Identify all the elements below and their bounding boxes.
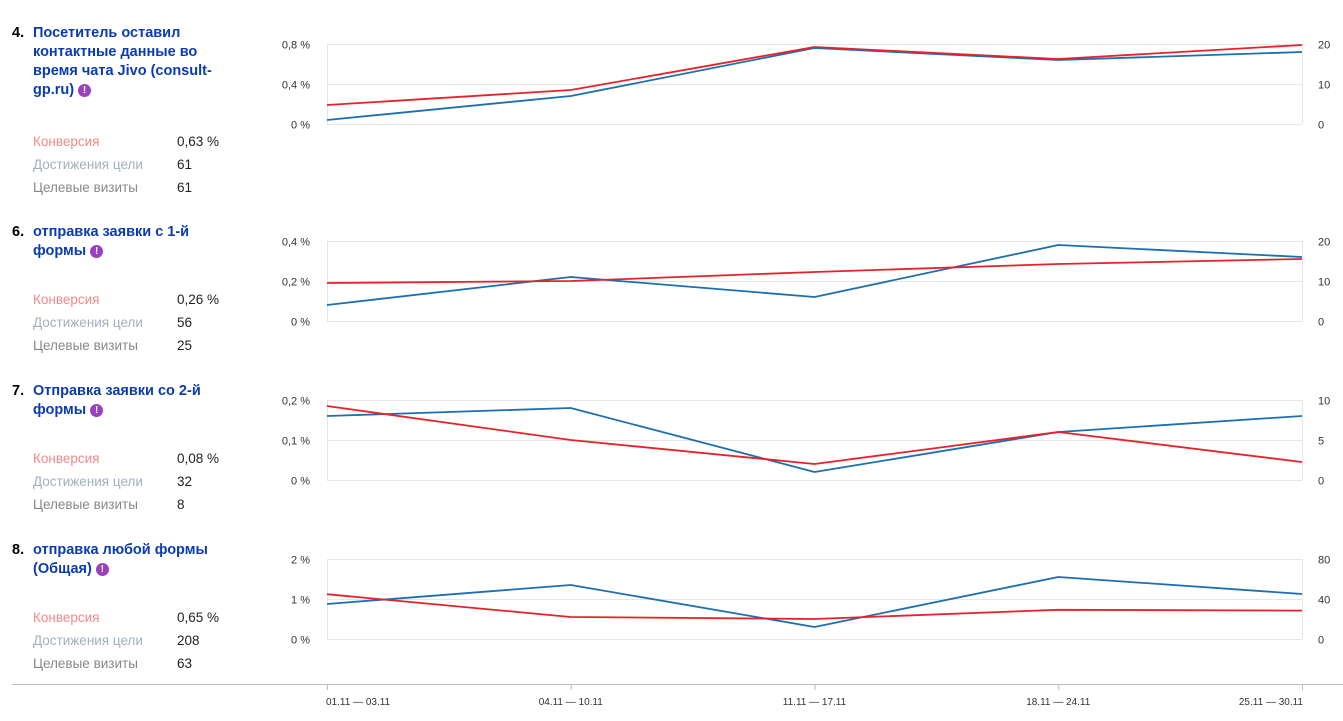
goal-title[interactable]: отправка любой формы (Общая)! — [33, 541, 228, 579]
goal-title-text[interactable]: Посетитель оставил контактные данные во … — [33, 25, 212, 98]
x-tick-label: 04.11 — 10.11 — [539, 697, 604, 708]
y-right-tick-label: 5 — [1318, 436, 1324, 448]
y-left-tick-label: 0 % — [291, 476, 310, 488]
metric-value: 0,65 % — [177, 610, 220, 625]
metric-label[interactable]: Целевые визиты — [33, 656, 138, 671]
y-right-tick-label: 20 — [1318, 237, 1330, 249]
exclamation-icon[interactable]: ! — [90, 404, 104, 417]
y-left-tick-label: 1 % — [291, 595, 310, 607]
x-tick-label: 11.11 — 17.11 — [783, 697, 847, 708]
metric-label[interactable]: Конверсия — [33, 610, 100, 625]
goal-title-text[interactable]: отправка заявки с 1-й формы — [33, 224, 190, 259]
y-left-tick-label: 2 % — [291, 555, 310, 567]
exclamation-icon[interactable]: ! — [95, 563, 109, 576]
metric-value: 0,63 % — [177, 134, 220, 149]
metric-value: 61 — [177, 157, 193, 172]
metric-label[interactable]: Конверсия — [33, 451, 100, 466]
metric-label[interactable]: Достижения цели — [33, 315, 143, 330]
metric-value: 63 — [177, 656, 193, 671]
metric-label[interactable]: Конверсия — [33, 292, 100, 307]
goal-title-text[interactable]: Отправка заявки со 2-й формы — [33, 383, 201, 418]
goal-chart: 0 % 0,1 % 0,2 % 0 5 10 — [282, 396, 1330, 488]
goal-number: 7. — [12, 383, 25, 399]
metric-value: 0,26 % — [177, 292, 220, 307]
y-left-tick-label: 0,8 % — [282, 40, 310, 52]
y-right-tick-label: 20 — [1318, 40, 1330, 52]
x-tick-label: 25.11 — 30.11 — [1239, 697, 1304, 708]
y-left-tick-label: 0,4 % — [282, 237, 310, 249]
conversion-series-line[interactable] — [326, 593, 1303, 620]
metric-value: 25 — [177, 338, 193, 353]
y-left-tick-label: 0,4 % — [282, 80, 310, 92]
x-axis: 01.11 — 03.11 04.11 — 10.11 11.11 — 17.11 1… — [12, 684, 1343, 708]
goal-title-text[interactable]: отправка любой формы (Общая) — [33, 542, 208, 577]
metric-label[interactable]: Целевые визиты — [33, 338, 138, 353]
x-tick-label: 18.11 — 24.11 — [1026, 697, 1091, 708]
goal-chart: 0 % 0,2 % 0,4 % 0 10 20 — [282, 237, 1330, 329]
metric-value: 8 — [177, 497, 185, 512]
y-right-tick-label: 10 — [1318, 80, 1330, 92]
y-right-tick-label: 80 — [1318, 555, 1330, 567]
metric-value: 208 — [177, 633, 200, 648]
goal-block: 6. отправка заявки с 1-й формы! Конверсия 0… — [0, 223, 1343, 383]
goal-title[interactable]: Посетитель оставил контактные данные во … — [33, 24, 228, 100]
conversion-series-line[interactable] — [326, 44, 1303, 106]
y-left-tick-label: 0 % — [291, 635, 310, 647]
y-right-tick-label: 0 — [1318, 317, 1324, 329]
metric-value: 32 — [177, 474, 193, 489]
metric-label[interactable]: Достижения цели — [33, 474, 143, 489]
y-left-tick-label: 0,2 % — [282, 277, 310, 289]
goal-block: 7. Отправка заявки со 2-й формы! Конверсия… — [0, 382, 1343, 542]
y-right-tick-label: 0 — [1318, 476, 1324, 488]
y-left-tick-label: 0,1 % — [282, 436, 310, 448]
x-tick-label: 01.11 — 03.11 — [326, 697, 391, 708]
y-right-tick-label: 40 — [1318, 595, 1330, 607]
y-right-tick-label: 0 — [1318, 120, 1324, 132]
goal-title[interactable]: Отправка заявки со 2-й формы! — [33, 382, 228, 420]
metric-label[interactable]: Конверсия — [33, 134, 100, 149]
metric-value: 0,08 % — [177, 451, 220, 466]
goal-number: 8. — [12, 542, 25, 558]
metric-label[interactable]: Достижения цели — [33, 633, 143, 648]
exclamation-icon[interactable]: ! — [78, 84, 92, 97]
metric-label[interactable]: Целевые визиты — [33, 180, 138, 195]
y-left-tick-label: 0,2 % — [282, 396, 310, 408]
metric-value: 61 — [177, 180, 193, 195]
metric-label[interactable]: Целевые визиты — [33, 497, 138, 512]
metric-value: 56 — [177, 315, 193, 330]
conversion-series-line[interactable] — [326, 258, 1303, 284]
goal-title[interactable]: отправка заявки с 1-й формы! — [33, 223, 228, 261]
goal-block: 4. Посетитель оставил контактные данные в… — [0, 24, 1343, 195]
reaches-series-line[interactable] — [326, 244, 1303, 306]
goal-chart: 0 % 0,4 % 0,8 % 0 10 20 — [282, 40, 1330, 132]
exclamation-icon[interactable]: ! — [90, 245, 104, 258]
metric-label[interactable]: Достижения цели — [33, 157, 143, 172]
goal-block: 8. отправка любой формы (Общая)! Конверсия… — [0, 541, 1343, 701]
goal-number: 6. — [12, 224, 25, 240]
y-left-tick-label: 0 % — [291, 120, 310, 132]
y-right-tick-label: 10 — [1318, 277, 1330, 289]
goal-chart: 0 % 1 % 2 % 0 40 80 — [291, 555, 1330, 647]
goal-number: 4. — [12, 25, 25, 41]
y-right-tick-label: 10 — [1318, 396, 1330, 408]
y-right-tick-label: 0 — [1318, 635, 1324, 647]
conversion-series-line[interactable] — [326, 405, 1303, 465]
y-left-tick-label: 0 % — [291, 317, 310, 329]
